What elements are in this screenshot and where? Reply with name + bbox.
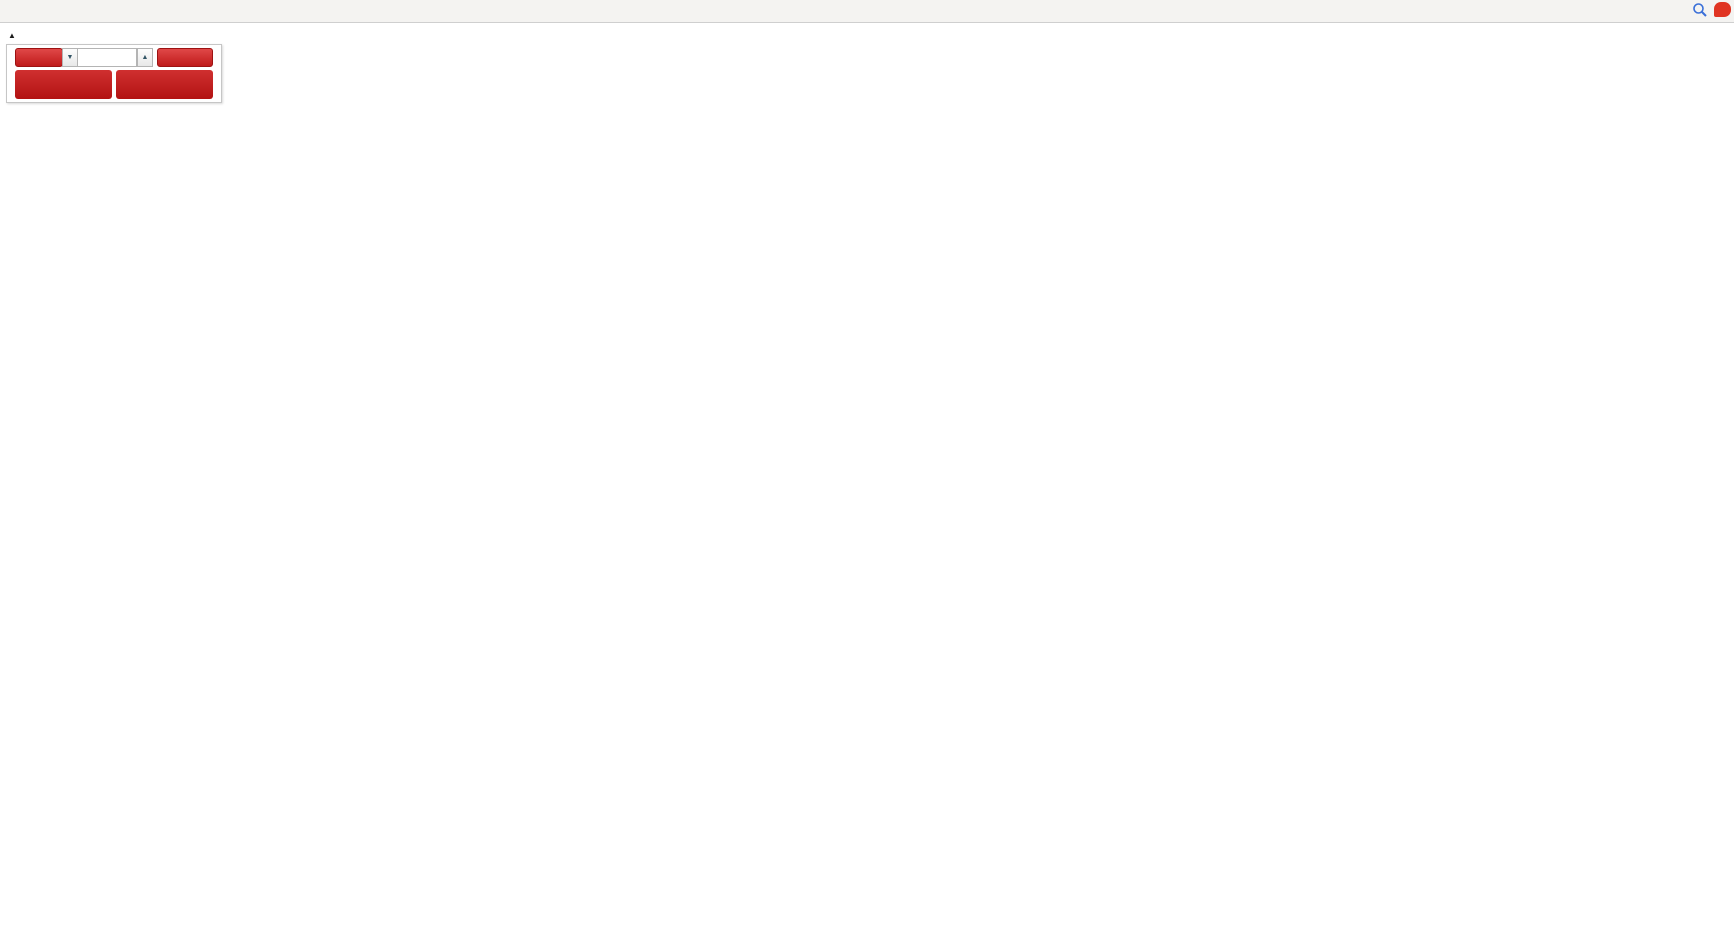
buy-button[interactable] bbox=[157, 48, 213, 67]
volume-decrease-button[interactable]: ▼ bbox=[62, 48, 78, 67]
sell-price-button[interactable] bbox=[15, 70, 112, 99]
rsi-label bbox=[5, 755, 15, 767]
search-icon[interactable] bbox=[1692, 2, 1708, 23]
volume-increase-button[interactable]: ▲ bbox=[137, 48, 153, 67]
notification-badge[interactable] bbox=[1714, 2, 1731, 17]
buy-price-button[interactable] bbox=[116, 70, 213, 99]
volume-input[interactable] bbox=[77, 48, 137, 67]
chart-title-bar: ▲ bbox=[8, 29, 40, 41]
macd-label bbox=[5, 587, 20, 599]
main-toolbar bbox=[0, 0, 1734, 23]
collapse-icon[interactable]: ▲ bbox=[8, 31, 16, 40]
sell-button[interactable] bbox=[15, 48, 63, 67]
one-click-trading-panel: ▼ ▲ bbox=[6, 44, 222, 103]
